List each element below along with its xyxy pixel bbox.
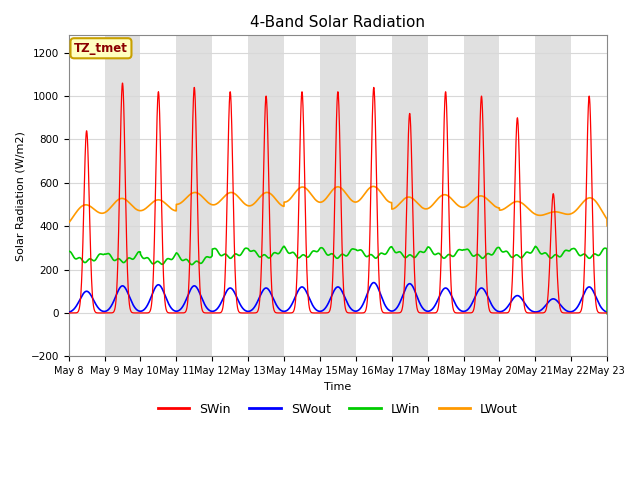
X-axis label: Time: Time [324,382,351,392]
Bar [463,36,499,356]
Title: 4-Band Solar Radiation: 4-Band Solar Radiation [250,15,426,30]
Bar [248,36,284,356]
Bar [104,36,140,356]
Bar [535,36,572,356]
Bar [320,36,356,356]
Bar [392,36,428,356]
Text: TZ_tmet: TZ_tmet [74,42,128,55]
Y-axis label: Solar Radiation (W/m2): Solar Radiation (W/m2) [15,131,25,261]
Legend: SWin, SWout, LWin, LWout: SWin, SWout, LWin, LWout [153,398,523,420]
Bar [177,36,212,356]
